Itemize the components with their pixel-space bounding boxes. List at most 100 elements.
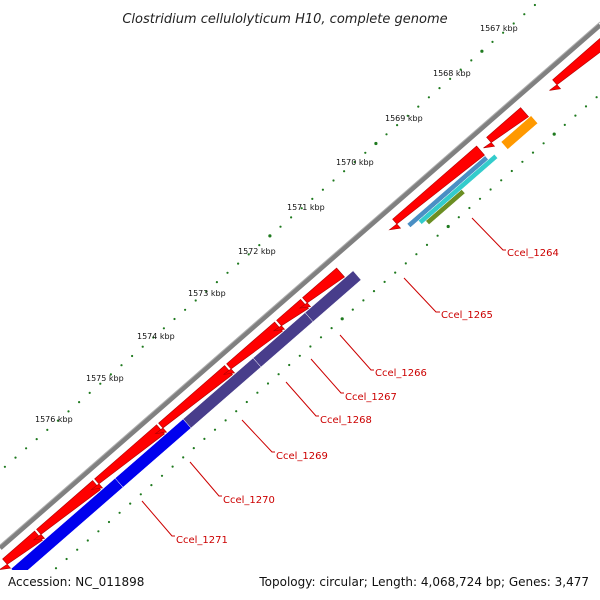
tick-dot xyxy=(372,290,376,293)
feature-bar xyxy=(304,270,362,323)
cds-arrow xyxy=(33,480,101,541)
tick-dot xyxy=(425,243,429,246)
tick-dot xyxy=(150,484,153,487)
tick-dot xyxy=(298,354,301,357)
gene-label-ccel-1268: Ccel_1268 xyxy=(320,415,372,426)
tick-dot xyxy=(171,465,174,468)
cds-arrow xyxy=(273,298,309,332)
tick-dot xyxy=(279,225,282,228)
leader-line xyxy=(471,217,506,251)
tick-label: 1574 kbp xyxy=(137,332,175,341)
tick-dot xyxy=(288,363,291,367)
tick-dot xyxy=(332,179,335,182)
tick-dot xyxy=(300,207,303,210)
tick-dot xyxy=(563,123,566,126)
tick-dot xyxy=(3,465,6,468)
tick-dot xyxy=(268,234,272,238)
tick-dot xyxy=(394,271,397,274)
tick-dot xyxy=(226,271,229,274)
tick-dot xyxy=(330,327,333,330)
tick-dot xyxy=(374,141,378,146)
tick-label: 1576 kbp xyxy=(35,415,73,424)
genome-backbone xyxy=(0,23,600,550)
tick-dot xyxy=(446,224,450,229)
footer-backdrop xyxy=(0,570,600,600)
tick-dot xyxy=(86,539,89,542)
tick-dot xyxy=(574,114,577,117)
tick-dot xyxy=(182,456,185,459)
tick-dot xyxy=(404,262,407,265)
cds-track xyxy=(0,38,600,570)
tick-label: 1571 kbp xyxy=(287,203,325,212)
cds-arrow xyxy=(388,145,485,231)
tick-dot xyxy=(521,160,524,163)
gene-label-ccel-1271: Ccel_1271 xyxy=(176,535,228,546)
tick-dot xyxy=(533,3,537,7)
tick-dot xyxy=(120,364,123,367)
leader-line xyxy=(241,419,275,453)
tick-dot xyxy=(277,373,280,376)
feature-bar xyxy=(418,153,499,225)
tick-dot xyxy=(502,31,505,34)
tick-dot xyxy=(203,437,206,440)
tick-dot xyxy=(438,87,441,90)
tick-dot xyxy=(470,59,473,62)
tick-dot xyxy=(478,197,482,200)
gene-label-ccel-1265: Ccel_1265 xyxy=(441,310,493,321)
genome-backbone-highlight xyxy=(0,21,600,546)
tick-dot xyxy=(510,169,513,173)
tick-dot xyxy=(109,373,112,376)
map-title: Clostridium cellulolyticum H10, complete… xyxy=(122,12,447,27)
tick-dot xyxy=(78,401,81,404)
tick-label: 1567 kbp xyxy=(480,24,518,33)
tick-dot xyxy=(141,345,144,348)
tick-dot xyxy=(468,206,471,210)
tick-dot xyxy=(449,77,452,80)
tick-dot xyxy=(215,281,218,284)
cds-arrow xyxy=(549,38,600,91)
tick-dot xyxy=(162,327,165,330)
tick-dot xyxy=(427,96,430,99)
cds-arrow xyxy=(0,530,43,570)
tick-dot xyxy=(25,447,28,450)
leader-line xyxy=(339,334,374,371)
tick-labels: 1567 kbp 1568 kbp 1569 kbp 1570 kbp 1571… xyxy=(35,24,518,424)
tick-dot xyxy=(65,557,68,561)
tick-dot xyxy=(54,567,58,570)
tick-dot xyxy=(491,40,494,44)
tick-dot xyxy=(552,132,556,136)
tick-dot xyxy=(595,96,598,99)
tick-dot xyxy=(436,234,439,237)
tick-dot xyxy=(319,336,323,339)
tick-dot xyxy=(256,391,259,394)
tick-dot xyxy=(76,548,79,551)
tick-dot xyxy=(184,308,187,311)
feature-bar xyxy=(10,477,124,579)
tick-dot xyxy=(97,530,100,533)
gene-label-ccel-1266: Ccel_1266 xyxy=(375,368,427,379)
genome-summary-text: Topology: circular; Length: 4,068,724 bp… xyxy=(258,575,589,589)
tick-dot xyxy=(118,511,121,514)
gene-label-ccel-1269: Ccel_1269 xyxy=(276,451,328,462)
gene-label-ccel-1270: Ccel_1270 xyxy=(223,495,275,506)
tick-dot xyxy=(340,317,344,321)
tick-dot xyxy=(542,142,545,145)
feature-track xyxy=(10,115,539,579)
leader-line xyxy=(285,381,319,417)
tick-dot xyxy=(311,197,314,200)
tick-dot xyxy=(224,419,227,422)
leader-line xyxy=(403,277,440,313)
tick-dot xyxy=(480,49,484,53)
tick-label: 1568 kbp xyxy=(433,69,471,78)
tick-dot xyxy=(343,170,346,173)
gene-labels: Ccel_1264 Ccel_1265 Ccel_1266 Ccel_1267 … xyxy=(176,248,559,546)
tick-dot xyxy=(309,345,312,348)
gene-label-ccel-1267: Ccel_1267 xyxy=(345,392,397,403)
tick-dot xyxy=(139,493,142,496)
tick-dot xyxy=(383,280,386,283)
feature-bar xyxy=(500,115,539,150)
tick-dot xyxy=(247,253,250,256)
tick-dot xyxy=(160,474,164,477)
leader-line xyxy=(310,358,344,394)
